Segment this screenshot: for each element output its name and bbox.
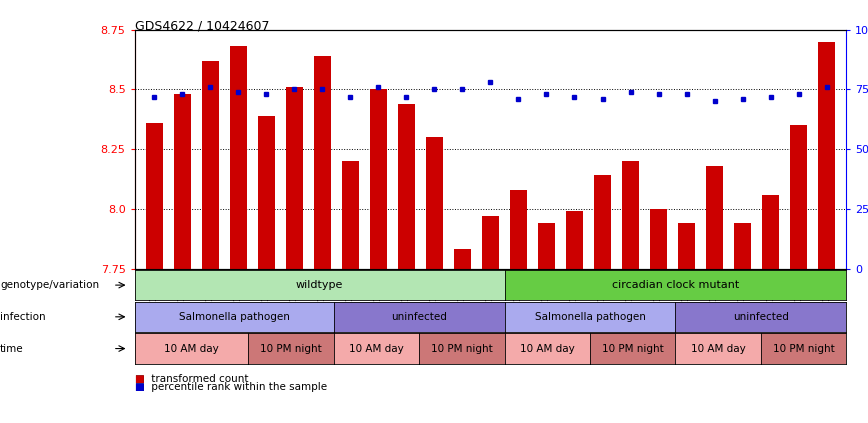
Text: 10 AM day: 10 AM day: [164, 343, 219, 354]
Bar: [510, 190, 527, 269]
Bar: [790, 125, 807, 269]
Text: ■  percentile rank within the sample: ■ percentile rank within the sample: [135, 382, 326, 392]
Text: 10 PM night: 10 PM night: [431, 343, 493, 354]
Bar: [426, 137, 443, 269]
Text: ■: ■: [135, 374, 144, 385]
Bar: [678, 223, 695, 269]
Bar: [286, 87, 303, 269]
Bar: [707, 166, 723, 269]
Text: 10 PM night: 10 PM night: [773, 343, 834, 354]
Bar: [314, 56, 331, 269]
Text: Salmonella pathogen: Salmonella pathogen: [179, 312, 290, 322]
Text: wildtype: wildtype: [296, 280, 343, 290]
Text: 10 PM night: 10 PM night: [602, 343, 664, 354]
Text: 10 AM day: 10 AM day: [520, 343, 575, 354]
Text: 10 PM night: 10 PM night: [260, 343, 322, 354]
Bar: [538, 223, 555, 269]
Bar: [482, 216, 499, 269]
Bar: [454, 250, 470, 269]
Text: ■  transformed count: ■ transformed count: [135, 374, 248, 385]
Bar: [819, 41, 835, 269]
Bar: [650, 209, 667, 269]
Text: 10 AM day: 10 AM day: [349, 343, 404, 354]
Bar: [342, 161, 358, 269]
Bar: [230, 47, 247, 269]
Bar: [398, 104, 415, 269]
Text: Salmonella pathogen: Salmonella pathogen: [535, 312, 646, 322]
Text: circadian clock mutant: circadian clock mutant: [612, 280, 740, 290]
Text: genotype/variation: genotype/variation: [0, 280, 99, 290]
Text: ■: ■: [135, 382, 144, 392]
Text: uninfected: uninfected: [733, 312, 789, 322]
Text: infection: infection: [0, 312, 46, 322]
Text: 10 AM day: 10 AM day: [691, 343, 746, 354]
Bar: [174, 94, 191, 269]
Bar: [622, 161, 639, 269]
Bar: [566, 211, 583, 269]
Bar: [762, 195, 779, 269]
Bar: [734, 223, 751, 269]
Text: time: time: [0, 343, 23, 354]
Text: uninfected: uninfected: [391, 312, 447, 322]
Text: GDS4622 / 10424607: GDS4622 / 10424607: [135, 19, 269, 32]
Bar: [258, 115, 274, 269]
Bar: [201, 60, 219, 269]
Bar: [370, 89, 387, 269]
Bar: [146, 123, 162, 269]
Bar: [594, 176, 611, 269]
